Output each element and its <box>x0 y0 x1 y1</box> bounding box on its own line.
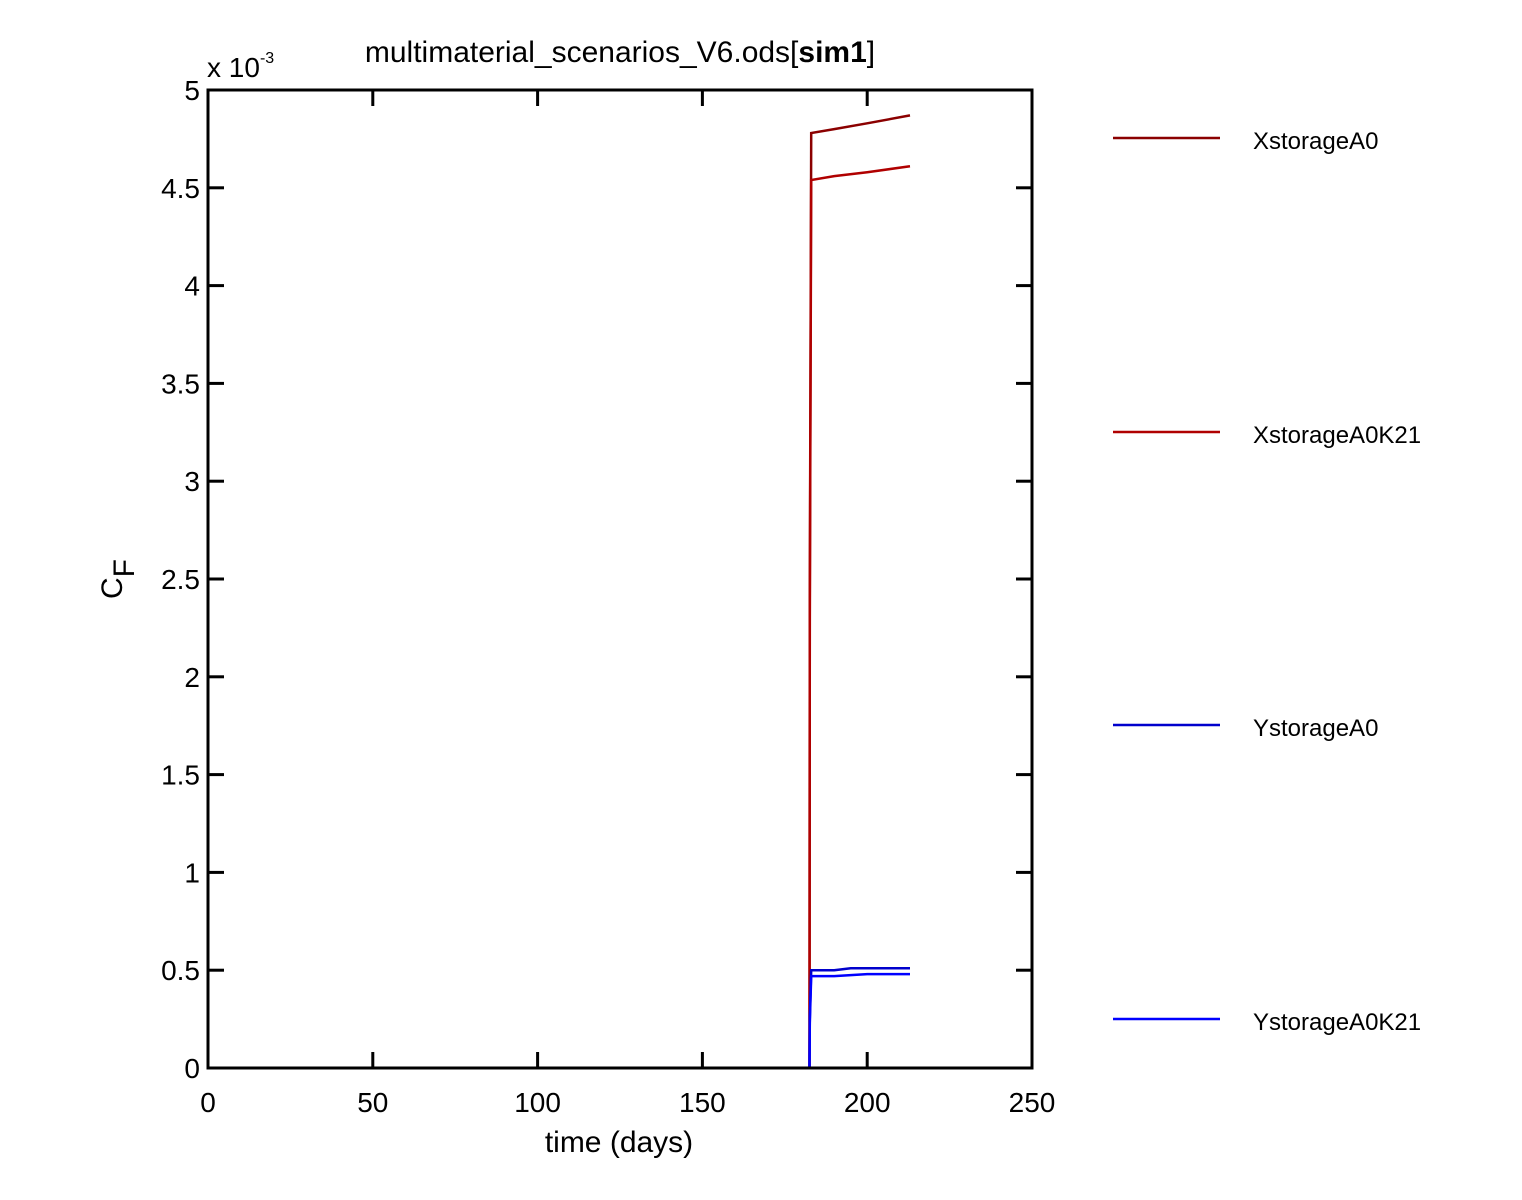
x-tick-label: 150 <box>679 1087 726 1118</box>
y-exponent: x 10-3 <box>207 50 274 83</box>
axis-ticks <box>206 88 1034 1070</box>
legend: XstorageA0 XstorageA0K21 YstorageA0 Ystorag… <box>1113 128 1421 1036</box>
y-tick-label: 4 <box>184 271 200 302</box>
legend-label-YstorageA0: YstorageA0 <box>1253 715 1378 742</box>
y-tick-label: 0 <box>184 1053 200 1084</box>
y-tick-label: 1 <box>184 857 200 888</box>
legend-label-YstorageA0K21: YstorageA0K21 <box>1253 1009 1421 1036</box>
legend-label-XstorageA0K21: XstorageA0K21 <box>1253 422 1421 449</box>
x-tick-labels: 0 50 100 150 200 250 <box>200 1087 1055 1118</box>
plot-frame <box>206 88 1034 1070</box>
series-group <box>208 114 911 1070</box>
y-tick-label: 5 <box>184 75 200 106</box>
y-axis-label: CF <box>96 559 141 599</box>
y-tick-labels: 0 0.5 1 1.5 2 2.5 3 3.5 4 4.5 5 <box>161 75 200 1084</box>
x-tick-label: 100 <box>514 1087 561 1118</box>
series-line-YstorageA0K21 <box>208 972 910 1070</box>
y-tick-label: 1.5 <box>161 760 200 791</box>
y-tick-label: 2 <box>184 662 200 693</box>
x-axis-label: time (days) <box>545 1126 693 1159</box>
y-tick-label: 0.5 <box>161 955 200 986</box>
x-tick-label: 250 <box>1009 1087 1056 1118</box>
y-tick-label: 4.5 <box>161 173 200 204</box>
series-line-YstorageA0 <box>208 966 910 1070</box>
y-tick-label: 2.5 <box>161 564 200 595</box>
series-line-XstorageA0 <box>208 114 911 1070</box>
x-tick-label: 50 <box>357 1087 388 1118</box>
y-tick-label: 3.5 <box>161 368 200 399</box>
x-tick-label: 200 <box>844 1087 891 1118</box>
x-tick-label: 0 <box>200 1087 216 1118</box>
svg-text:CF: CF <box>96 559 141 599</box>
series-line-XstorageA0K21 <box>208 165 911 1070</box>
y-tick-label: 3 <box>184 466 200 497</box>
chart-title: multimaterial_scenarios_V6.ods[sim1] <box>365 36 875 69</box>
legend-label-XstorageA0: XstorageA0 <box>1253 128 1378 155</box>
